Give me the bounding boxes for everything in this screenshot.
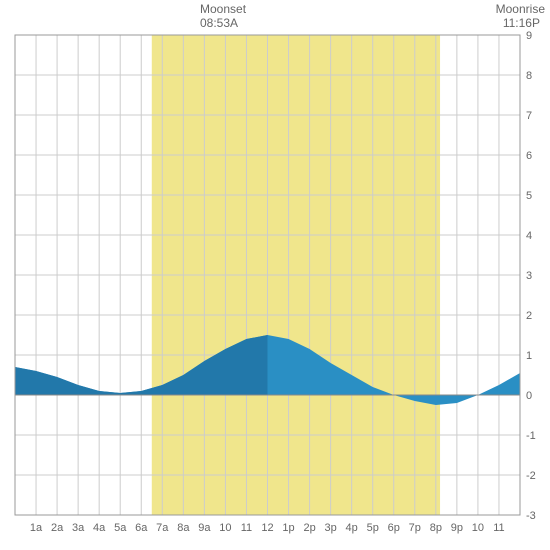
x-tick-label: 2p — [303, 522, 315, 534]
x-tick-label: 8p — [430, 522, 442, 534]
x-tick-label: 4a — [93, 522, 106, 534]
x-tick-label: 3p — [325, 522, 337, 534]
y-tick-label: 4 — [526, 230, 532, 242]
y-tick-label: 1 — [526, 350, 532, 362]
x-tick-label: 10 — [219, 522, 231, 534]
x-tick-label: 9a — [198, 522, 211, 534]
x-tick-label: 3a — [72, 522, 85, 534]
x-tick-label: 1a — [30, 522, 43, 534]
x-tick-label: 6p — [388, 522, 400, 534]
y-tick-label: 6 — [526, 150, 532, 162]
y-tick-label: -2 — [526, 470, 536, 482]
x-tick-label: 5a — [114, 522, 127, 534]
x-tick-label: 7a — [156, 522, 169, 534]
x-tick-label: 5p — [367, 522, 379, 534]
y-tick-label: 2 — [526, 310, 532, 322]
chart-plot: -3-2-101234567891a2a3a4a5a6a7a8a9a101112… — [0, 30, 550, 550]
x-tick-label: 8a — [177, 522, 190, 534]
moonrise-time: 11:16P — [503, 16, 540, 30]
y-tick-label: 9 — [526, 30, 532, 42]
x-tick-label: 7p — [409, 522, 421, 534]
tide-chart: Moonset 08:53A Moonrise 11:16P -3-2-1012… — [0, 0, 550, 550]
y-tick-label: 3 — [526, 270, 532, 282]
x-tick-label: 12 — [261, 522, 273, 534]
x-tick-label: 4p — [346, 522, 358, 534]
x-tick-label: 2a — [51, 522, 64, 534]
y-tick-label: -3 — [526, 510, 536, 522]
y-tick-label: 5 — [526, 190, 532, 202]
x-tick-label: 11 — [241, 522, 252, 534]
x-tick-label: 9p — [451, 522, 463, 534]
moonset-time: 08:53A — [200, 16, 238, 30]
moonset-label: Moonset — [200, 2, 246, 16]
moonrise-label: Moonrise — [496, 2, 545, 16]
y-tick-label: 0 — [526, 390, 532, 402]
x-tick-label: 11 — [493, 522, 504, 534]
y-tick-label: 7 — [526, 110, 532, 122]
x-tick-label: 10 — [472, 522, 484, 534]
x-tick-label: 1p — [282, 522, 294, 534]
y-tick-label: 8 — [526, 70, 532, 82]
x-tick-label: 6a — [135, 522, 148, 534]
y-tick-label: -1 — [526, 430, 536, 442]
